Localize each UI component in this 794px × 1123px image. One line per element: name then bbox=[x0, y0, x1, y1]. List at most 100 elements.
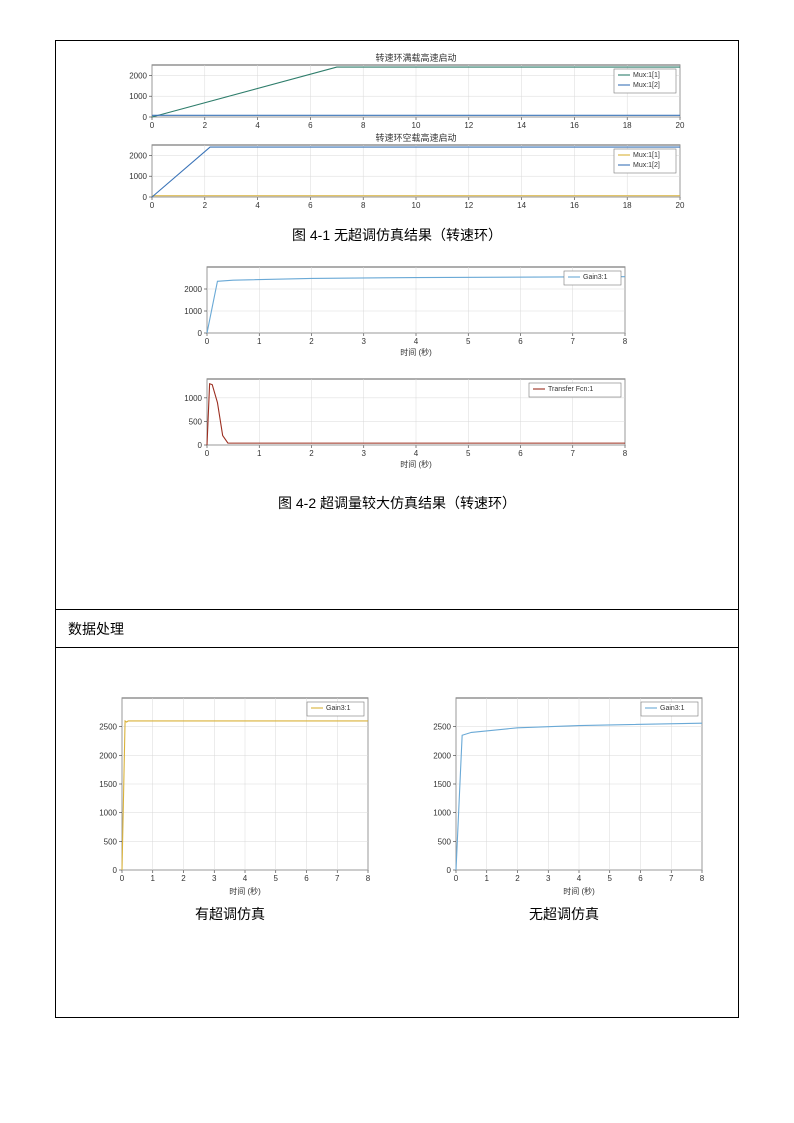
svg-text:18: 18 bbox=[623, 201, 632, 210]
svg-text:1500: 1500 bbox=[433, 780, 451, 789]
section-label: 数据处理 bbox=[68, 613, 124, 645]
caption-left: 有超调仿真 bbox=[80, 904, 380, 924]
svg-text:4: 4 bbox=[255, 201, 260, 210]
svg-text:1000: 1000 bbox=[99, 809, 117, 818]
svg-text:1000: 1000 bbox=[129, 92, 147, 101]
svg-text:转速环空载高速启动: 转速环空载高速启动 bbox=[375, 132, 456, 143]
cell-side-by-side: 01234567805001000150020002500时间 (秒)Gain3… bbox=[55, 648, 739, 1018]
svg-text:8: 8 bbox=[623, 337, 628, 346]
svg-text:7: 7 bbox=[571, 337, 576, 346]
svg-text:4: 4 bbox=[577, 874, 582, 883]
svg-text:1000: 1000 bbox=[433, 809, 451, 818]
svg-text:0: 0 bbox=[198, 441, 203, 450]
svg-text:Gain3:1: Gain3:1 bbox=[660, 705, 685, 712]
svg-text:12: 12 bbox=[464, 121, 473, 130]
svg-text:14: 14 bbox=[517, 121, 526, 130]
svg-text:2: 2 bbox=[515, 874, 520, 883]
svg-text:3: 3 bbox=[362, 337, 367, 346]
svg-text:7: 7 bbox=[335, 874, 340, 883]
svg-text:1000: 1000 bbox=[129, 172, 147, 181]
svg-text:时间 (秒): 时间 (秒) bbox=[229, 886, 261, 896]
svg-text:2000: 2000 bbox=[129, 151, 147, 160]
svg-text:0: 0 bbox=[113, 866, 118, 875]
chart-1a: 02468101214161820010002000转速环满载高速启动Mux:1… bbox=[102, 51, 692, 131]
svg-text:2000: 2000 bbox=[184, 285, 202, 294]
svg-text:0: 0 bbox=[143, 113, 148, 122]
svg-text:2000: 2000 bbox=[433, 751, 451, 760]
svg-text:1000: 1000 bbox=[184, 307, 202, 316]
svg-text:1: 1 bbox=[257, 449, 262, 458]
svg-text:8: 8 bbox=[366, 874, 371, 883]
chart-3-left: 01234567805001000150020002500时间 (秒)Gain3… bbox=[80, 688, 380, 898]
svg-text:2: 2 bbox=[203, 201, 208, 210]
svg-text:18: 18 bbox=[623, 121, 632, 130]
svg-text:转速环满载高速启动: 转速环满载高速启动 bbox=[375, 52, 456, 63]
svg-text:3: 3 bbox=[212, 874, 217, 883]
svg-text:5: 5 bbox=[274, 874, 279, 883]
svg-text:时间 (秒): 时间 (秒) bbox=[400, 459, 432, 469]
svg-text:0: 0 bbox=[150, 201, 155, 210]
svg-text:时间 (秒): 时间 (秒) bbox=[400, 347, 432, 357]
svg-text:8: 8 bbox=[361, 121, 366, 130]
svg-text:2000: 2000 bbox=[99, 751, 117, 760]
svg-text:2: 2 bbox=[309, 449, 314, 458]
svg-text:0: 0 bbox=[150, 121, 155, 130]
svg-text:6: 6 bbox=[638, 874, 643, 883]
svg-text:20: 20 bbox=[676, 201, 685, 210]
cell-section-header: 数据处理 bbox=[55, 610, 739, 648]
svg-text:4: 4 bbox=[414, 337, 419, 346]
svg-text:3: 3 bbox=[362, 449, 367, 458]
svg-text:0: 0 bbox=[143, 193, 148, 202]
svg-text:Gain3:1: Gain3:1 bbox=[326, 705, 351, 712]
caption-fig41: 图 4-1 无超调仿真结果（转速环） bbox=[68, 225, 726, 245]
svg-text:16: 16 bbox=[570, 121, 579, 130]
svg-text:2: 2 bbox=[181, 874, 186, 883]
caption-fig42: 图 4-2 超调量较大仿真结果（转速环） bbox=[68, 493, 726, 513]
svg-text:0: 0 bbox=[205, 337, 210, 346]
svg-text:2500: 2500 bbox=[433, 723, 451, 732]
svg-text:3: 3 bbox=[546, 874, 551, 883]
chart-2b: 0 1 2 3 4 5 6 7 8 0 500 1000 时间 (秒) Transfer Fcn:1 bbox=[157, 371, 637, 471]
svg-text:8: 8 bbox=[361, 201, 366, 210]
svg-text:16: 16 bbox=[570, 201, 579, 210]
svg-text:20: 20 bbox=[676, 121, 685, 130]
svg-text:Mux:1[1]: Mux:1[1] bbox=[633, 72, 660, 79]
chart-3-right: 01234567805001000150020002500时间 (秒)Gain3… bbox=[414, 688, 714, 898]
svg-text:500: 500 bbox=[189, 417, 203, 426]
svg-text:10: 10 bbox=[412, 121, 421, 130]
svg-text:12: 12 bbox=[464, 201, 473, 210]
svg-text:8: 8 bbox=[700, 874, 705, 883]
svg-text:0: 0 bbox=[198, 329, 203, 338]
svg-text:Transfer Fcn:1: Transfer Fcn:1 bbox=[548, 386, 593, 393]
chart-2a: 012345678010002000时间 (秒)Gain3:1 bbox=[157, 259, 637, 359]
svg-text:2500: 2500 bbox=[99, 723, 117, 732]
svg-text:6: 6 bbox=[518, 337, 523, 346]
svg-text:4: 4 bbox=[243, 874, 248, 883]
chart-1b: 02468101214161820010002000转速环空载高速启动Mux:1… bbox=[102, 131, 692, 211]
svg-text:6: 6 bbox=[518, 449, 523, 458]
svg-text:7: 7 bbox=[669, 874, 674, 883]
svg-text:6: 6 bbox=[308, 201, 313, 210]
svg-text:6: 6 bbox=[308, 121, 313, 130]
cell-figures: 02468101214161820010002000转速环满载高速启动Mux:1… bbox=[55, 40, 739, 610]
svg-text:Gain3:1: Gain3:1 bbox=[583, 274, 608, 281]
svg-text:2: 2 bbox=[203, 121, 208, 130]
svg-text:1: 1 bbox=[485, 874, 490, 883]
svg-text:0: 0 bbox=[205, 449, 210, 458]
svg-text:1: 1 bbox=[151, 874, 156, 883]
svg-text:1000: 1000 bbox=[184, 394, 202, 403]
svg-text:7: 7 bbox=[571, 449, 576, 458]
svg-text:500: 500 bbox=[104, 837, 118, 846]
svg-text:时间 (秒): 时间 (秒) bbox=[563, 886, 595, 896]
svg-text:8: 8 bbox=[623, 449, 628, 458]
svg-text:1: 1 bbox=[257, 337, 262, 346]
svg-text:5: 5 bbox=[466, 449, 471, 458]
svg-text:500: 500 bbox=[438, 837, 452, 846]
caption-right: 无超调仿真 bbox=[414, 904, 714, 924]
svg-text:14: 14 bbox=[517, 201, 526, 210]
svg-text:6: 6 bbox=[304, 874, 309, 883]
svg-text:4: 4 bbox=[414, 449, 419, 458]
svg-text:0: 0 bbox=[120, 874, 125, 883]
svg-text:5: 5 bbox=[466, 337, 471, 346]
svg-text:0: 0 bbox=[447, 866, 452, 875]
